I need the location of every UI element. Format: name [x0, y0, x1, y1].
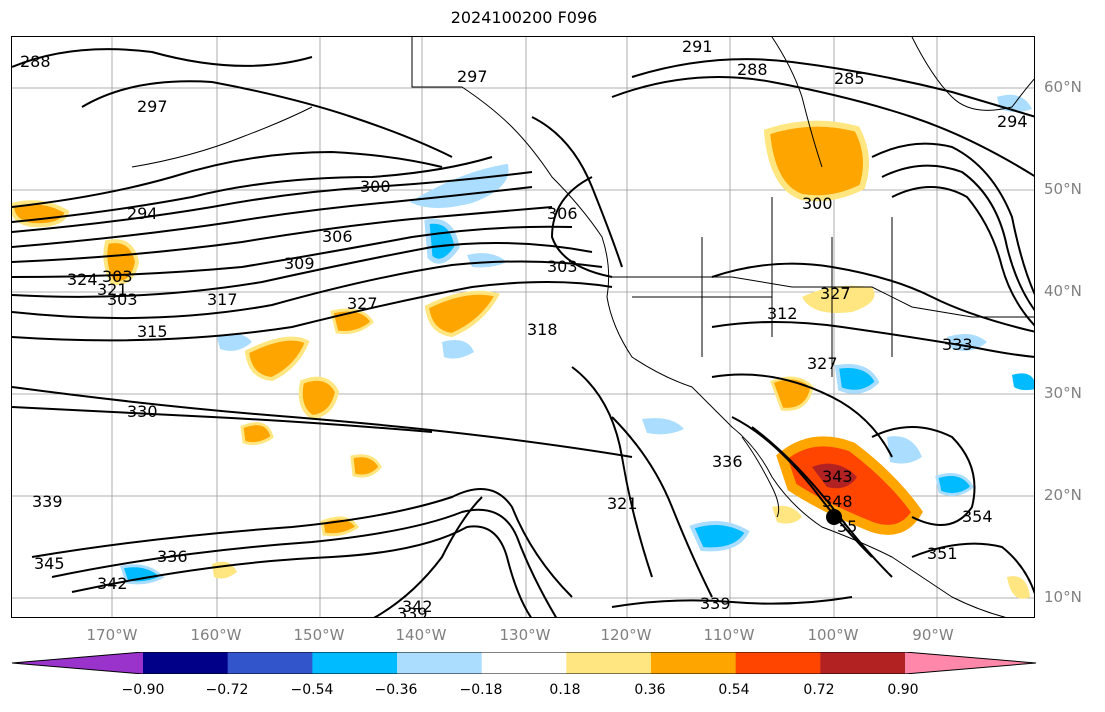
- map-canvas: 288 297 291 288 285 294 297 294 300 306 …: [12, 37, 1034, 618]
- contour-label: 318: [527, 320, 558, 339]
- contour-label: 300: [802, 194, 833, 213]
- contour-label: 297: [457, 67, 488, 86]
- colorbar-extend-high: [905, 652, 1036, 674]
- contour-label: 343: [822, 467, 853, 486]
- colorbar-segment: [397, 652, 483, 674]
- lat-label: 10°N: [1044, 588, 1082, 606]
- colorbar-tick-label: 0.36: [634, 682, 666, 698]
- lat-label: 30°N: [1044, 384, 1082, 402]
- contour-label: 327: [807, 354, 838, 373]
- contour-label: 306: [322, 227, 353, 246]
- lon-label: 110°W: [703, 626, 755, 644]
- contour-label: 291: [682, 37, 713, 56]
- contour-label: 333: [942, 335, 973, 354]
- colorbar-segment: [227, 652, 313, 674]
- colorbar-tick-label: −0.54: [290, 682, 334, 698]
- contour-label: 327: [820, 284, 851, 303]
- colorbar-segment: [312, 652, 398, 674]
- contour-label: 297: [137, 97, 168, 116]
- contour-label: 348: [822, 492, 853, 511]
- contour-label: 294: [127, 204, 158, 223]
- contour-label: 321: [97, 280, 128, 299]
- contour-label: 330: [127, 402, 158, 421]
- colorbar-tick-label: −0.90: [121, 682, 165, 698]
- colorbar-segment: [820, 652, 906, 674]
- colorbar-tick-label: −0.18: [459, 682, 503, 698]
- contour-label: 303: [547, 257, 578, 276]
- colorbar-segment: [481, 652, 567, 674]
- lon-label: 140°W: [395, 626, 447, 644]
- contour-label: 285: [834, 69, 865, 88]
- contour-label: 288: [20, 52, 51, 71]
- contour-label: 303: [107, 290, 138, 309]
- colorbar-extend-low: [12, 652, 143, 674]
- colorbar-tick-label: 0.54: [718, 682, 750, 698]
- lon-label: 150°W: [293, 626, 345, 644]
- contour-label: 339: [32, 492, 63, 511]
- contour-label: 339: [700, 594, 731, 613]
- colorbar-segment: [651, 652, 737, 674]
- colorbar-segment: [143, 652, 229, 674]
- contour-label: 321: [607, 494, 638, 513]
- contour-label: 339: [397, 604, 428, 618]
- colorbar-tick-label: 0.72: [803, 682, 835, 698]
- contour-label: 351: [927, 544, 958, 563]
- contour-label: 342: [97, 574, 128, 593]
- contour-label: 336: [712, 452, 743, 471]
- colorbar: [12, 652, 1036, 674]
- colorbar-tick-label: 0.18: [549, 682, 581, 698]
- contour-label: 300: [360, 177, 391, 196]
- lat-label: 60°N: [1044, 78, 1082, 96]
- lon-label: 170°W: [86, 626, 138, 644]
- contour-label: 317: [207, 290, 238, 309]
- colorbar-tick-label: 0.90: [887, 682, 919, 698]
- contour-label: 306: [547, 204, 578, 223]
- contour-label: 354: [962, 507, 993, 526]
- contour-label: 327: [347, 294, 378, 313]
- map-panel: 288 297 291 288 285 294 297 294 300 306 …: [11, 36, 1035, 618]
- lon-label: 120°W: [600, 626, 652, 644]
- colorbar-tick-label: −0.36: [374, 682, 418, 698]
- contour-label: 315: [137, 322, 168, 341]
- lon-label: 90°W: [912, 626, 954, 644]
- contour-label: 303: [102, 267, 133, 286]
- map-title: 2024100200 F096: [450, 8, 598, 27]
- contour-label: 324: [67, 270, 98, 289]
- lat-label: 40°N: [1044, 282, 1082, 300]
- lon-label: 100°W: [807, 626, 859, 644]
- contour-label: 35: [837, 517, 857, 536]
- colorbar-segment: [735, 652, 821, 674]
- contour-label: 309: [284, 254, 315, 273]
- contour-label: 312: [767, 304, 798, 323]
- colorbar-segment: [566, 652, 652, 674]
- lat-label: 20°N: [1044, 486, 1082, 504]
- contour-label: 336: [157, 547, 188, 566]
- contour-label: 342: [402, 597, 433, 616]
- contours: [12, 48, 1034, 617]
- contour-label: 345: [34, 554, 65, 573]
- contour-label: 288: [737, 60, 768, 79]
- contour-label: 294: [997, 112, 1028, 131]
- lon-label: 130°W: [499, 626, 551, 644]
- storm-center-marker: [826, 509, 842, 525]
- colorbar-tick-label: −0.72: [205, 682, 249, 698]
- lon-label: 160°W: [190, 626, 242, 644]
- contour-label-group: 288 297 291 288 285 294 297 294 300 306 …: [20, 37, 1028, 618]
- shading: [12, 94, 1034, 599]
- colorbar-segments: [12, 652, 1036, 674]
- coastlines: [131, 37, 1034, 617]
- lat-label: 50°N: [1044, 180, 1082, 198]
